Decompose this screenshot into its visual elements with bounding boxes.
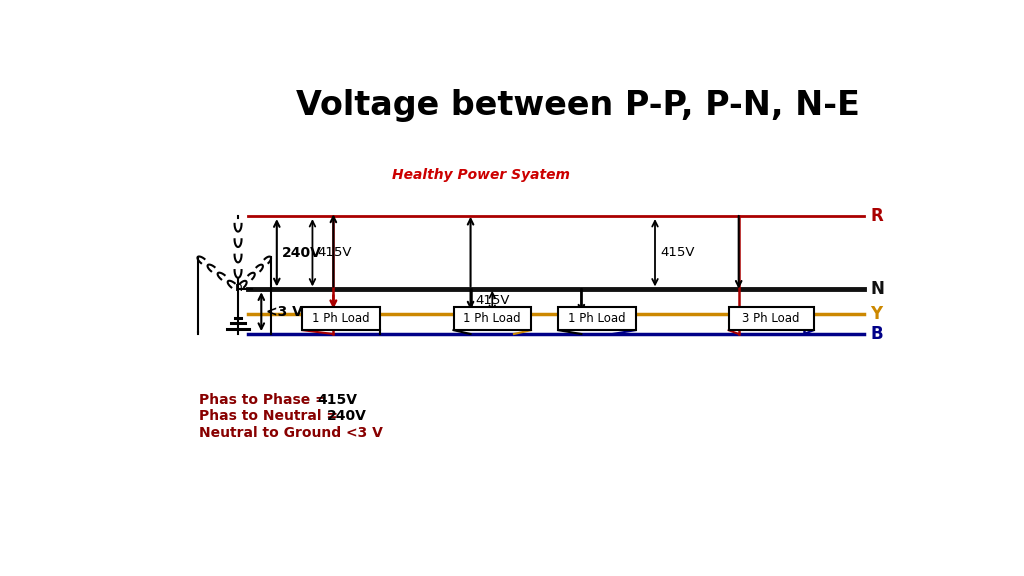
Text: Healthy Power Syatem: Healthy Power Syatem bbox=[391, 168, 569, 183]
Text: Neutral to Ground <3 V: Neutral to Ground <3 V bbox=[200, 426, 383, 439]
Bar bbox=[302, 307, 380, 330]
Text: <3 V: <3 V bbox=[266, 305, 303, 319]
Text: 415V: 415V bbox=[317, 247, 351, 259]
Bar bbox=[558, 307, 636, 330]
Text: 3 Ph Load: 3 Ph Load bbox=[742, 312, 800, 325]
Text: 1 Ph Load: 1 Ph Load bbox=[568, 312, 626, 325]
Text: Voltage between P-P, P-N, N-E: Voltage between P-P, P-N, N-E bbox=[296, 89, 859, 122]
Bar bbox=[454, 307, 531, 330]
Text: 415V: 415V bbox=[317, 393, 357, 407]
Text: 415V: 415V bbox=[475, 294, 510, 308]
Text: 1 Ph Load: 1 Ph Load bbox=[312, 312, 370, 325]
Text: 240V: 240V bbox=[328, 410, 367, 423]
Text: 240V: 240V bbox=[283, 246, 323, 260]
Text: N: N bbox=[870, 281, 885, 298]
Text: Phas to Neutral =: Phas to Neutral = bbox=[200, 410, 343, 423]
Text: 415V: 415V bbox=[660, 247, 695, 259]
Text: 1 Ph Load: 1 Ph Load bbox=[464, 312, 521, 325]
Text: n: n bbox=[234, 281, 243, 294]
Text: R: R bbox=[870, 207, 883, 225]
Text: B: B bbox=[870, 325, 883, 343]
Bar bbox=[729, 307, 814, 330]
Text: Y: Y bbox=[870, 305, 883, 323]
Text: Phas to Phase =: Phas to Phase = bbox=[200, 393, 332, 407]
